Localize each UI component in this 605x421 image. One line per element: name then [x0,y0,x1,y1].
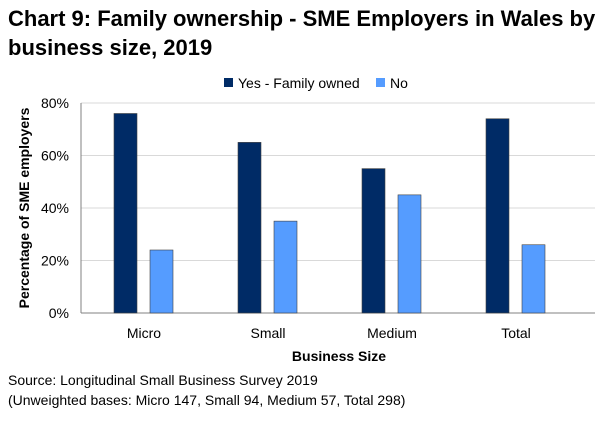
bar-yes-family-owned-total [485,118,510,314]
bar-no-total [521,244,546,314]
legend-swatch [376,78,385,87]
x-tick-label: Small [250,325,285,341]
bases-note: (Unweighted bases: Micro 147, Small 94, … [8,392,406,408]
x-tick-label: Total [501,325,531,341]
legend-swatch [224,78,233,87]
bar-no-medium [397,194,422,314]
source-note: Source: Longitudinal Small Business Surv… [8,372,318,388]
bar-no-micro [149,249,174,314]
y-axis-title: Percentage of SME employers [16,107,32,308]
bar-no-small [273,220,298,314]
x-tick-label: Micro [127,325,161,341]
y-tick-label: 0% [49,305,69,321]
x-axis-title: Business Size [292,348,386,364]
y-tick-label: 40% [41,200,69,216]
x-tick-label: Medium [367,325,417,341]
y-tick-label: 80% [41,95,69,111]
legend-label: Yes - Family owned [238,75,360,91]
chart-title: Chart 9: Family ownership - SME Employer… [8,6,596,60]
bar-yes-family-owned-small [237,142,262,314]
legend-label: No [390,75,408,91]
bar-yes-family-owned-medium [361,168,386,314]
bar-yes-family-owned-micro [113,113,138,314]
y-tick-label: 20% [41,253,69,269]
y-tick-label: 60% [41,148,69,164]
